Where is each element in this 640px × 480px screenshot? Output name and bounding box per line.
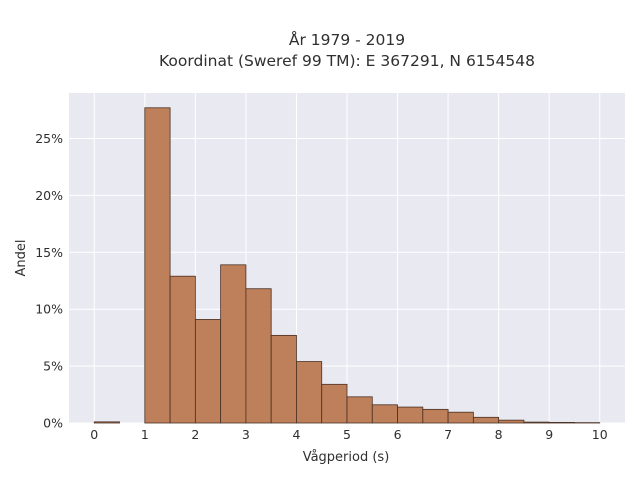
chart-title-line2: Koordinat (Sweref 99 TM): E 367291, N 61… <box>159 52 535 70</box>
y-tick-label: 20% <box>35 188 63 203</box>
x-axis-title: Vågperiod (s) <box>303 450 390 465</box>
histogram-bar <box>447 411 474 424</box>
y-tick-label: 25% <box>35 131 63 146</box>
histogram-bar <box>144 107 171 424</box>
x-tick-label: 7 <box>444 427 452 442</box>
histogram-bar <box>321 383 348 424</box>
x-tick-label: 4 <box>292 427 300 442</box>
histogram-bar <box>548 422 575 424</box>
histogram-bar <box>220 264 247 424</box>
bars-group <box>93 107 601 424</box>
x-tick-label: 10 <box>592 427 608 442</box>
x-axis-ticks: 0 1 2 3 4 5 6 7 8 9 10 <box>90 427 607 442</box>
x-tick-label: 9 <box>545 427 553 442</box>
histogram-bar <box>371 404 398 424</box>
y-axis-ticks: 0% 5% 10% 15% 20% 25% <box>35 131 63 430</box>
histogram-bar <box>523 421 550 424</box>
histogram-bar <box>422 408 449 424</box>
histogram-bar <box>397 406 424 424</box>
histogram-bar <box>346 396 373 424</box>
x-tick-label: 3 <box>242 427 250 442</box>
x-tick-label: 6 <box>394 427 402 442</box>
y-axis-title: Andel <box>14 240 29 277</box>
histogram-bar <box>93 421 120 424</box>
histogram-bar <box>498 419 525 424</box>
x-tick-label: 0 <box>90 427 98 442</box>
y-tick-label: 15% <box>35 245 63 260</box>
histogram-bar <box>245 288 272 424</box>
histogram-bar <box>169 275 196 424</box>
x-tick-label: 1 <box>141 427 149 442</box>
x-tick-label: 8 <box>495 427 503 442</box>
histogram-bar <box>194 319 222 424</box>
x-tick-label: 5 <box>343 427 351 442</box>
histogram-bar <box>296 361 323 424</box>
x-tick-label: 2 <box>191 427 199 442</box>
histogram-bar <box>270 334 297 424</box>
y-tick-label: 5% <box>43 359 63 374</box>
y-tick-label: 10% <box>35 302 63 317</box>
chart-title-line1: År 1979 - 2019 <box>289 30 405 49</box>
histogram-bar <box>472 416 500 424</box>
y-tick-label: 0% <box>43 416 63 431</box>
